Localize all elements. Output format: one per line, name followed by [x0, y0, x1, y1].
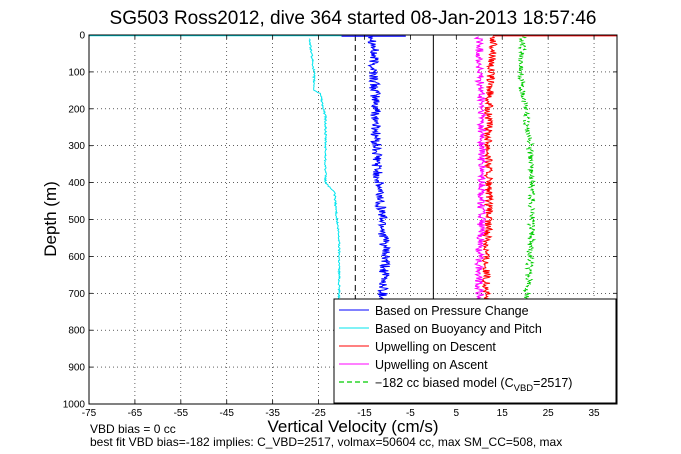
x-tick-label: -45: [220, 408, 235, 419]
footer-note-bias: VBD bias = 0 cc: [90, 422, 176, 436]
y-axis-ticks: 0 100 200 300 400 500 600 700 800 900 1000: [63, 31, 617, 411]
y-tick-label: 0: [79, 31, 85, 42]
series-pressure-change: [367, 36, 391, 301]
legend: Based on Pressure Change Based on Buoyan…: [333, 298, 617, 404]
x-tick-label: 5: [454, 408, 460, 419]
y-tick-label: 500: [68, 215, 85, 226]
legend-label-pressure: Based on Pressure Change: [375, 304, 529, 318]
x-tick-label: 25: [543, 408, 555, 419]
y-axis-label: Depth (m): [41, 181, 60, 257]
x-tick-label: 15: [497, 408, 509, 419]
series-upwelling-descent: [480, 36, 498, 301]
y-tick-label: 100: [68, 67, 85, 78]
y-tick-label: 200: [68, 104, 85, 115]
x-axis-ticks: -75 -65 -55 -45 -35 -25 -15 -5 5 15 25 35: [82, 35, 600, 419]
y-tick-label: 300: [68, 141, 85, 152]
x-tick-label: -55: [174, 408, 189, 419]
series-biased-model: [515, 36, 537, 301]
x-axis-label: Vertical Velocity (cm/s): [268, 417, 439, 436]
x-tick-label: 35: [588, 408, 600, 419]
x-tick-label: -15: [357, 408, 372, 419]
x-tick-label: -25: [311, 408, 326, 419]
legend-label-model: −182 cc biased model (CVBD=2517): [375, 376, 572, 394]
y-tick-label: 600: [68, 252, 85, 263]
x-tick-label: -35: [265, 408, 280, 419]
chart-title: SG503 Ross2012, dive 364 started 08-Jan-…: [110, 8, 597, 29]
footer-note-fit: best fit VBD bias=-182 implies: C_VBD=25…: [90, 435, 562, 449]
x-tick-label: -75: [82, 408, 97, 419]
series-group: [308, 36, 537, 301]
legend-box: [333, 298, 617, 404]
series-upwelling-ascent: [473, 36, 488, 301]
x-tick-label: -5: [406, 408, 415, 419]
y-tick-label: 700: [68, 289, 85, 300]
legend-label-buoyancy: Based on Buoyancy and Pitch: [375, 322, 542, 336]
x-tick-label: -65: [128, 408, 143, 419]
y-tick-label: 1000: [63, 400, 86, 411]
legend-label-ascent: Upwelling on Ascent: [375, 358, 488, 372]
y-tick-label: 800: [68, 326, 85, 337]
y-tick-label: 400: [68, 178, 85, 189]
series-buoyancy-pitch: [308, 38, 341, 301]
y-tick-label: 900: [68, 363, 85, 374]
legend-label-descent: Upwelling on Descent: [375, 340, 496, 354]
